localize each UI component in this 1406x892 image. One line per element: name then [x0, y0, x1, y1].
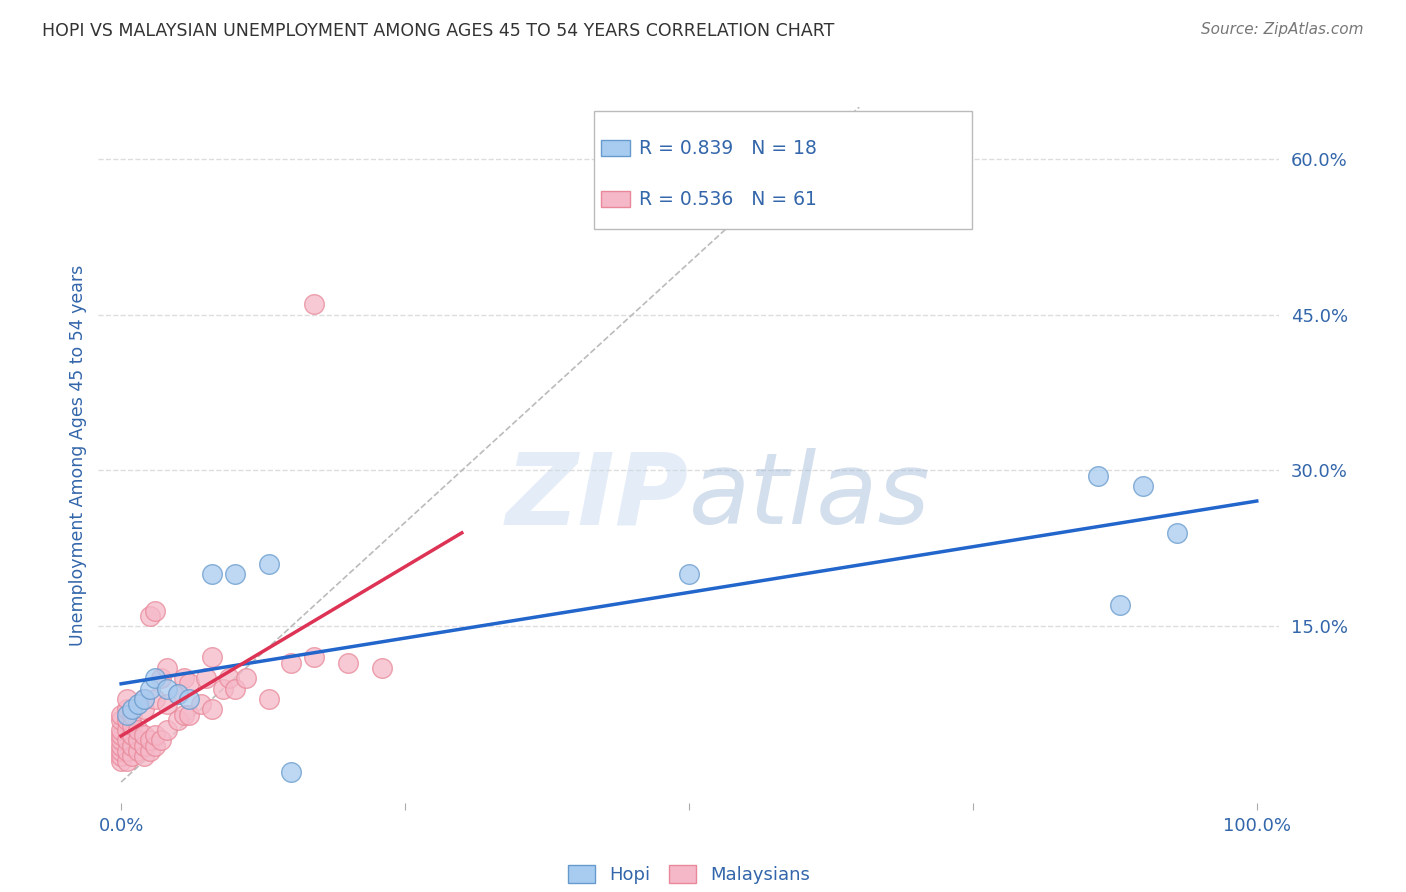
Point [179, 692, 201, 706]
Point [179, 707, 201, 722]
Point [149, 671, 172, 685]
Point [179, 676, 201, 690]
Point [280, 764, 302, 779]
Point [280, 656, 302, 670]
Point [235, 671, 257, 685]
Point [115, 744, 138, 758]
Point [1166, 525, 1188, 540]
Point [143, 739, 166, 753]
Point [138, 608, 160, 623]
Point [167, 713, 190, 727]
Point [257, 692, 280, 706]
Point [110, 713, 132, 727]
Point [115, 702, 138, 716]
Point [143, 728, 166, 742]
Point [132, 692, 155, 706]
Point [678, 567, 700, 582]
Point [110, 733, 132, 747]
Point [224, 681, 246, 696]
Point [212, 681, 235, 696]
Point [121, 707, 143, 722]
Text: R = 0.839   N = 18: R = 0.839 N = 18 [640, 139, 817, 158]
Point [138, 681, 160, 696]
Point [173, 707, 195, 722]
Point [337, 656, 360, 670]
Point [110, 744, 132, 758]
Point [201, 650, 224, 665]
Point [155, 697, 177, 711]
Point [138, 733, 160, 747]
Point [115, 692, 138, 706]
Point [1109, 599, 1132, 613]
Point [110, 707, 132, 722]
Point [224, 567, 246, 582]
Point [110, 754, 132, 768]
Point [110, 749, 132, 764]
Point [155, 661, 177, 675]
Point [121, 749, 143, 764]
Text: Source: ZipAtlas.com: Source: ZipAtlas.com [1201, 22, 1364, 37]
Point [127, 744, 149, 758]
Point [218, 671, 240, 685]
Point [201, 702, 224, 716]
Point [115, 707, 138, 722]
Point [302, 297, 325, 311]
Point [115, 733, 138, 747]
Point [257, 557, 280, 571]
Point [195, 671, 218, 685]
Point [132, 702, 155, 716]
Point [132, 692, 155, 706]
Point [143, 604, 166, 618]
Point [121, 728, 143, 742]
Point [127, 733, 149, 747]
Point [110, 739, 132, 753]
Text: ZIP: ZIP [506, 448, 689, 545]
Point [302, 650, 325, 665]
Point [132, 728, 155, 742]
Point [190, 697, 212, 711]
Point [155, 723, 177, 738]
Point [115, 713, 138, 727]
Point [1087, 468, 1109, 483]
Point [121, 739, 143, 753]
Text: atlas: atlas [689, 448, 931, 545]
Point [132, 749, 155, 764]
Point [110, 728, 132, 742]
Point [121, 702, 143, 716]
Point [132, 739, 155, 753]
Point [1132, 479, 1154, 493]
Point [167, 687, 190, 701]
Point [173, 671, 195, 685]
Point [143, 692, 166, 706]
Point [201, 567, 224, 582]
Point [110, 723, 132, 738]
Y-axis label: Unemployment Among Ages 45 to 54 years: Unemployment Among Ages 45 to 54 years [69, 264, 87, 646]
Point [149, 733, 172, 747]
Point [115, 723, 138, 738]
Point [115, 754, 138, 768]
Point [143, 671, 166, 685]
Text: HOPI VS MALAYSIAN UNEMPLOYMENT AMONG AGES 45 TO 54 YEARS CORRELATION CHART: HOPI VS MALAYSIAN UNEMPLOYMENT AMONG AGE… [42, 22, 835, 40]
Legend: Hopi, Malaysians: Hopi, Malaysians [568, 865, 810, 884]
Point [167, 687, 190, 701]
Point [127, 697, 149, 711]
Text: R = 0.536   N = 61: R = 0.536 N = 61 [640, 190, 817, 209]
Point [138, 744, 160, 758]
Point [121, 718, 143, 732]
Point [127, 723, 149, 738]
Point [371, 661, 394, 675]
Point [155, 681, 177, 696]
